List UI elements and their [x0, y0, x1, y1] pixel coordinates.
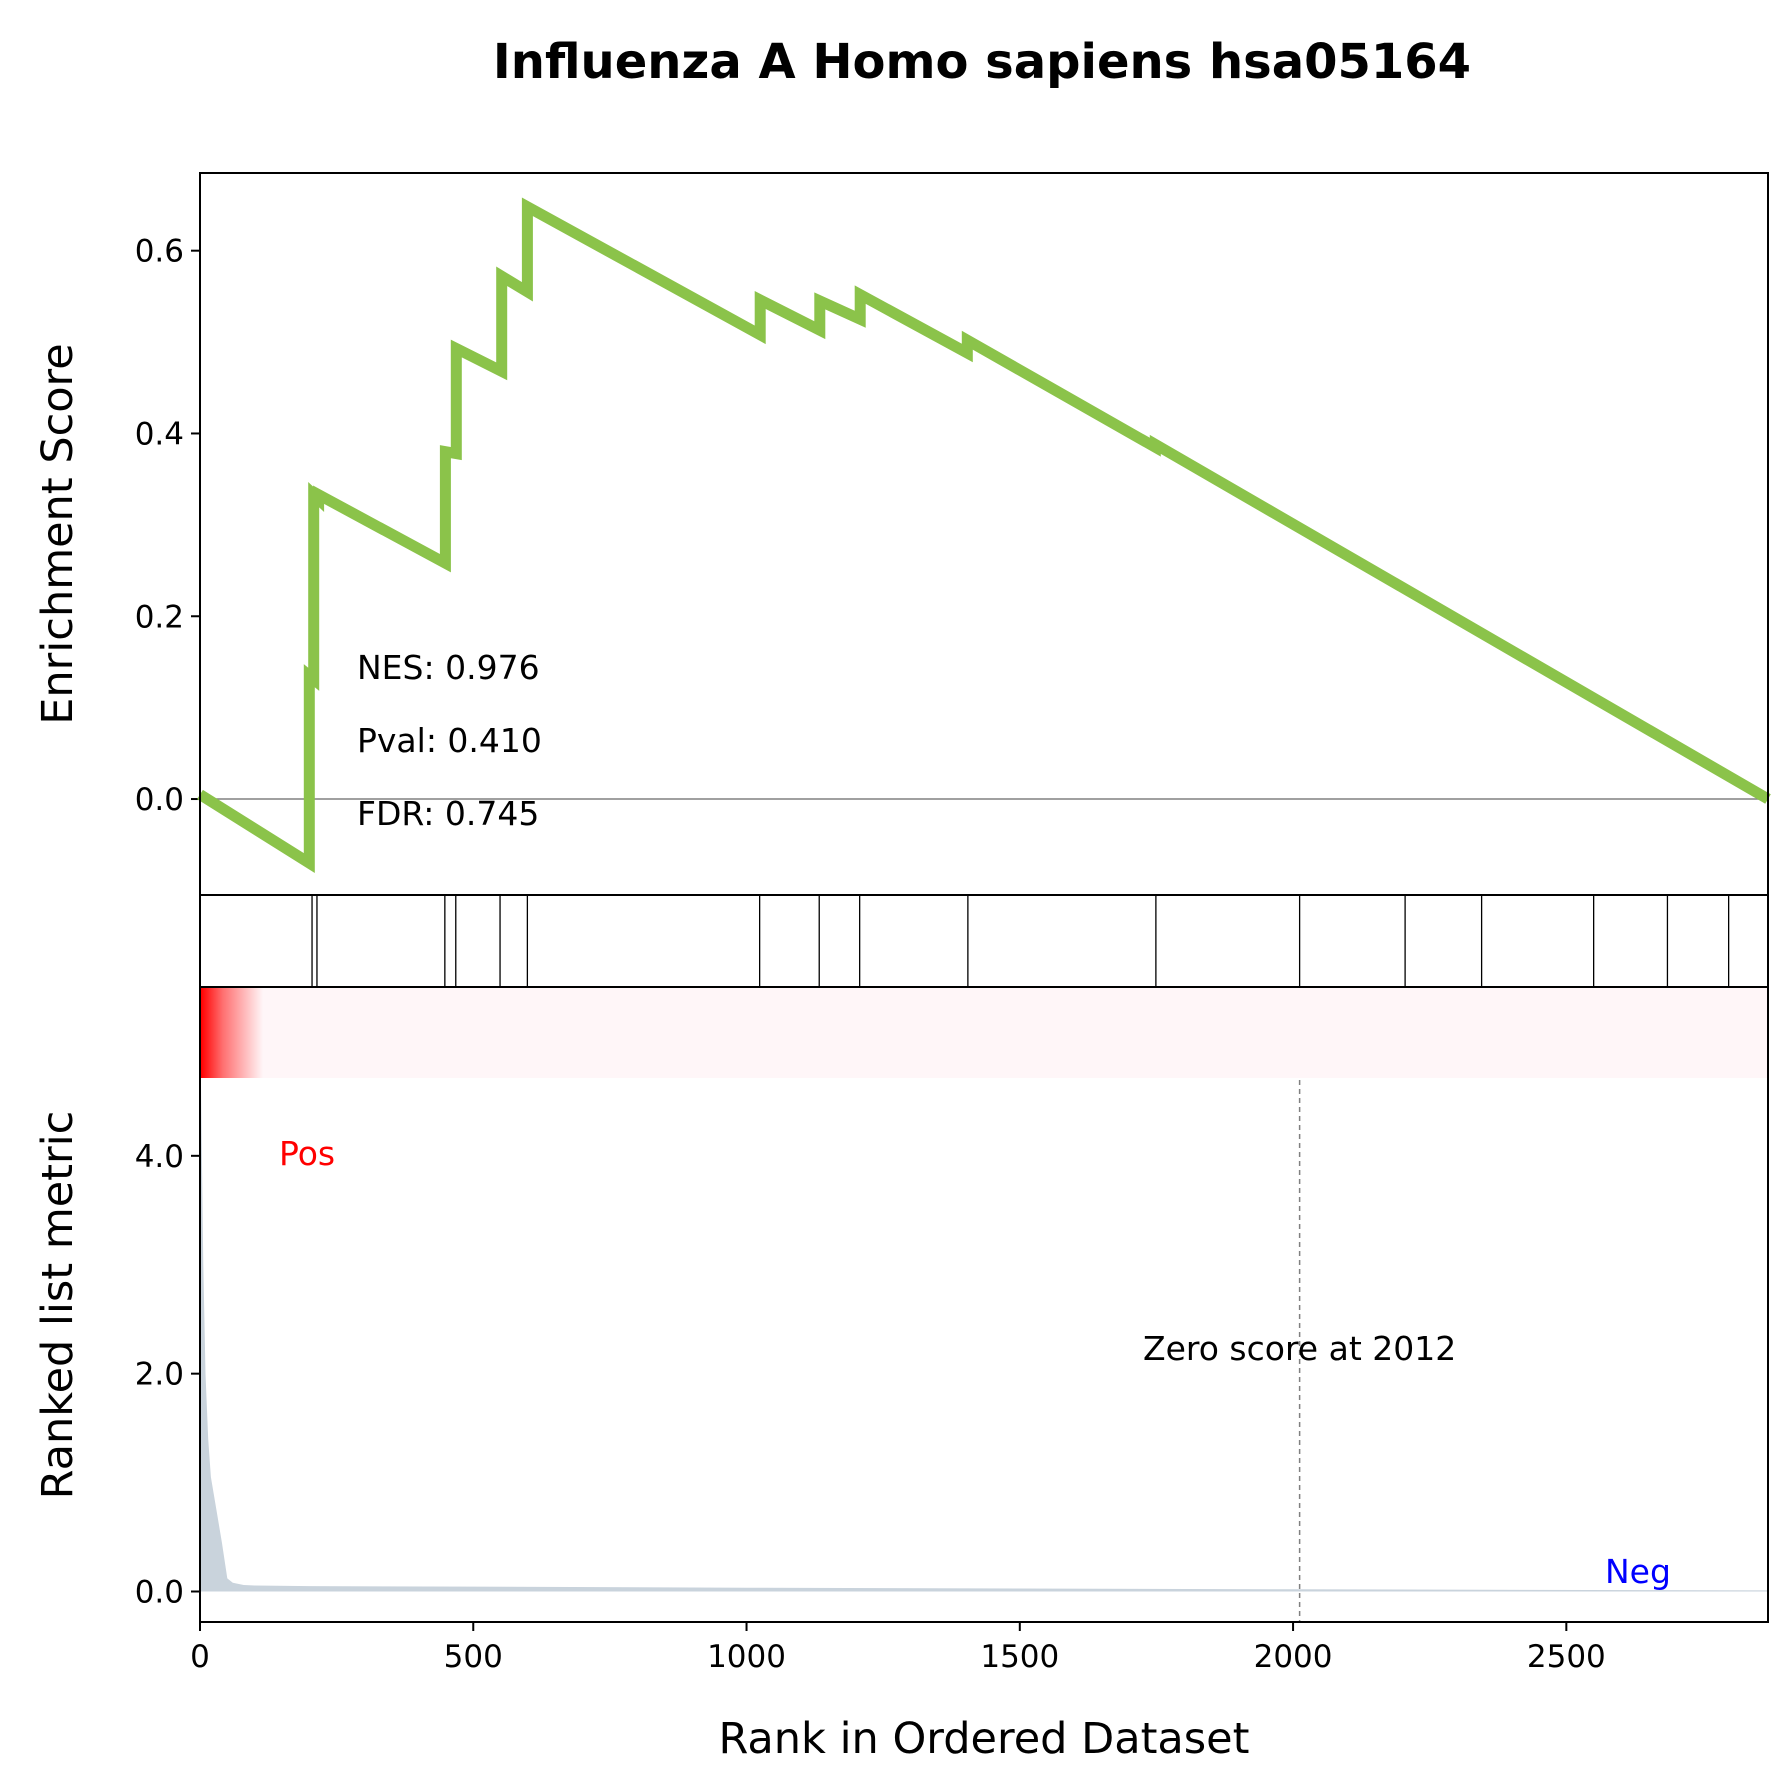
es-y-tick-label: 0.4 — [135, 416, 184, 452]
x-axis: 0 500 1000 1500 2000 2500 Rank in Ordered Dat… — [190, 1622, 1606, 1764]
x-tick-label: 2500 — [1527, 1639, 1606, 1675]
fdr-annotation: FDR: 0.745 — [357, 794, 539, 833]
gene-hits-panel — [199, 894, 1769, 988]
rank-y-tick-label: 0.0 — [135, 1575, 184, 1611]
nes-annotation: NES: 0.976 — [357, 648, 540, 687]
heat-bar-background — [201, 988, 1767, 1078]
es-y-tick-label: 0.6 — [135, 234, 184, 270]
es-y-axis-label: Enrichment Score — [33, 343, 83, 725]
x-tick-label: 2000 — [1254, 1639, 1333, 1675]
enrichment-score-panel: 0.0 0.2 0.4 0.6 NES: 0.976 Pval: 0.410 FDR:… — [33, 172, 1771, 896]
ranked-metric-area — [200, 1003, 1768, 1592]
x-tick-label: 0 — [190, 1639, 210, 1675]
pval-annotation: Pval: 0.410 — [357, 721, 542, 760]
x-tick-label: 1500 — [980, 1639, 1059, 1675]
ranked-metric-panel: 0.0 2.0 4.0 Zero score at 2012 Pos Neg Ran… — [33, 986, 1769, 1623]
es-y-tick-label: 0.0 — [135, 782, 184, 818]
rank-y-axis-label: Ranked list metric — [33, 1111, 83, 1500]
heat-bar-positive — [201, 988, 263, 1078]
rank-panel-frame — [199, 986, 1769, 1623]
rank-y-tick-label: 2.0 — [135, 1357, 184, 1393]
chart-title: Influenza A Homo sapiens hsa05164 — [493, 34, 1471, 90]
es-y-tick-label: 0.2 — [135, 599, 184, 635]
zero-score-annotation: Zero score at 2012 — [1143, 1329, 1456, 1368]
x-tick-label: 500 — [444, 1639, 503, 1675]
x-tick-label: 1000 — [707, 1639, 786, 1675]
enrichment-score-line — [197, 197, 1771, 873]
neg-label: Neg — [1605, 1552, 1671, 1591]
x-axis-label: Rank in Ordered Dataset — [718, 1714, 1249, 1764]
es-panel-frame — [199, 172, 1769, 896]
rank-y-tick-label: 4.0 — [135, 1139, 184, 1175]
pos-label: Pos — [279, 1134, 335, 1173]
hits-panel-frame — [199, 894, 1769, 988]
